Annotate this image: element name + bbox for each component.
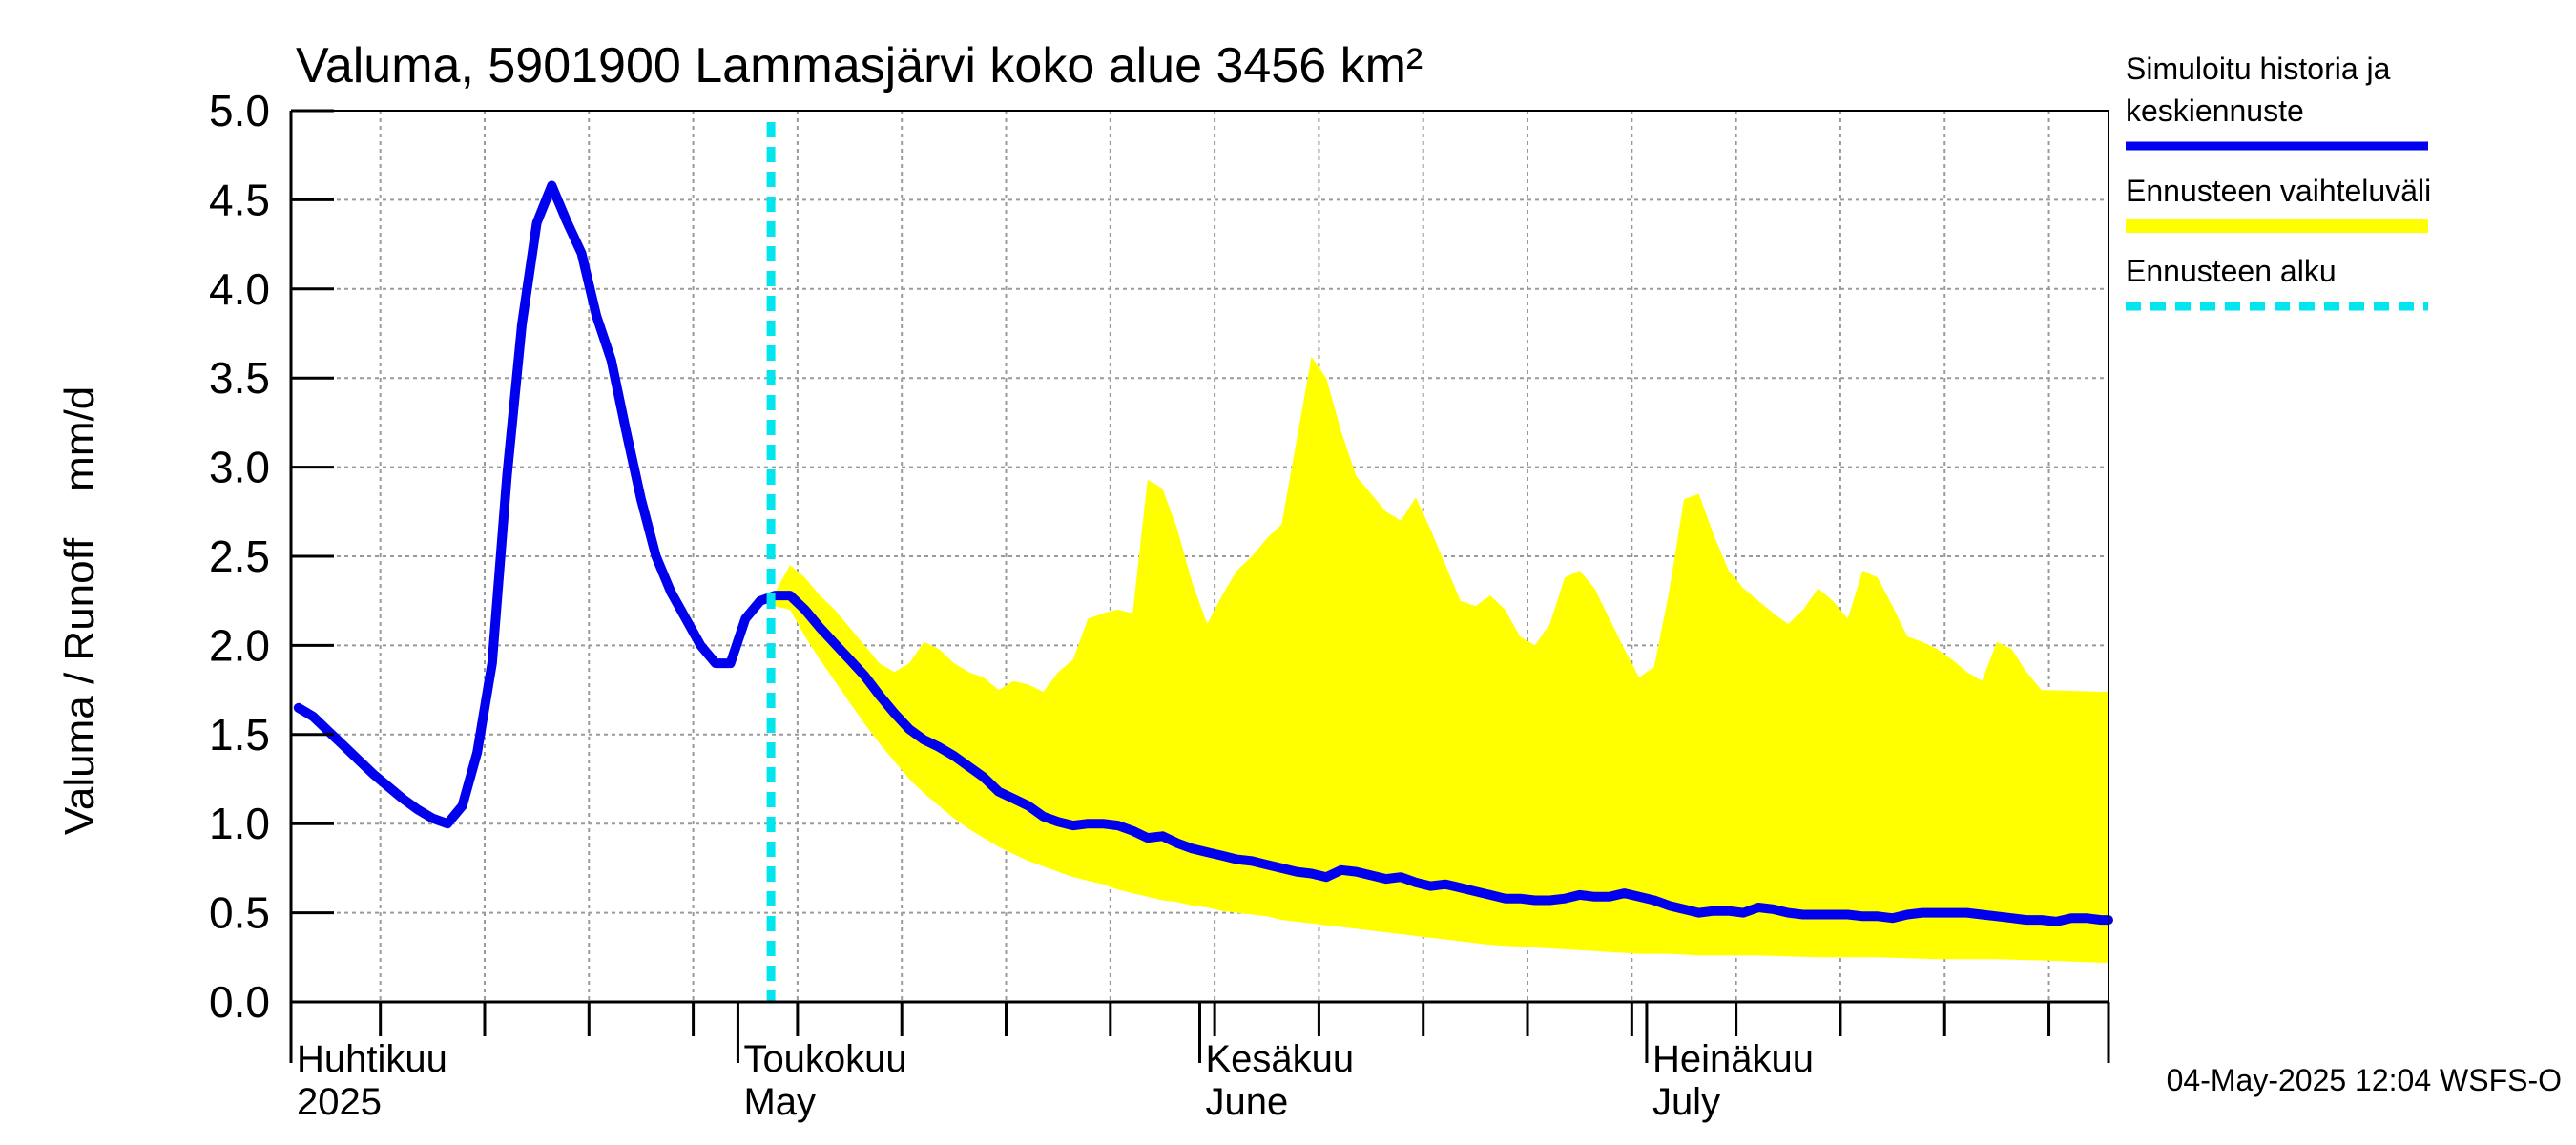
chart-title: Valuma, 5901900 Lammasjärvi koko alue 34… bbox=[296, 38, 1423, 94]
y-tick-label: 5.0 bbox=[209, 86, 270, 135]
labels: 0.0 0.5 1.0 1.5 2.0 2.5 3.0 3.5 4.0 4.5 5.0 Huhtiku… bbox=[209, 86, 1814, 1123]
y-tick-label: 0.0 bbox=[209, 977, 270, 1027]
y-tick-label: 2.5 bbox=[209, 531, 270, 581]
runoff-line-layer bbox=[293, 180, 2113, 926]
legend-label: Ennusteen alku bbox=[2126, 254, 2337, 288]
y-tick-label: 4.5 bbox=[209, 175, 270, 224]
runoff-line bbox=[293, 180, 2113, 926]
legend-label: keskiennuste bbox=[2126, 94, 2304, 128]
legend: Simuloitu historia ja keskiennuste Ennuste… bbox=[2126, 52, 2431, 311]
month-label-fi: Kesäkuu bbox=[1206, 1038, 1355, 1080]
y-tick-label: 3.0 bbox=[209, 443, 270, 492]
month-label-en: July bbox=[1652, 1081, 1720, 1123]
month-label-en: May bbox=[743, 1081, 816, 1123]
month-label-fi: Heinäkuu bbox=[1652, 1038, 1814, 1080]
y-tick-label: 1.0 bbox=[209, 799, 270, 848]
legend-label: Ennusteen vaihteluväli bbox=[2126, 174, 2431, 208]
forecast-range-band-layer bbox=[775, 356, 2109, 963]
y-tick-label: 0.5 bbox=[209, 888, 270, 938]
y-tick-label: 3.5 bbox=[209, 353, 270, 403]
y-tick-label: 1.5 bbox=[209, 710, 270, 760]
month-label-fi: Huhtikuu bbox=[297, 1038, 447, 1080]
forecast-range-band bbox=[775, 356, 2109, 963]
y-axis-title: Valuma / Runoff mm/d bbox=[56, 386, 103, 835]
legend-label: Simuloitu historia ja bbox=[2126, 52, 2391, 86]
y-tick-label: 2.0 bbox=[209, 620, 270, 670]
axes bbox=[289, 109, 2110, 1063]
month-label-fi: Toukokuu bbox=[743, 1038, 906, 1080]
y-tick-label: 4.0 bbox=[209, 264, 270, 314]
month-label-en: June bbox=[1206, 1081, 1289, 1123]
timestamp: 04-May-2025 12:04 WSFS-O bbox=[2167, 1063, 2562, 1097]
month-label-en: 2025 bbox=[297, 1081, 382, 1123]
